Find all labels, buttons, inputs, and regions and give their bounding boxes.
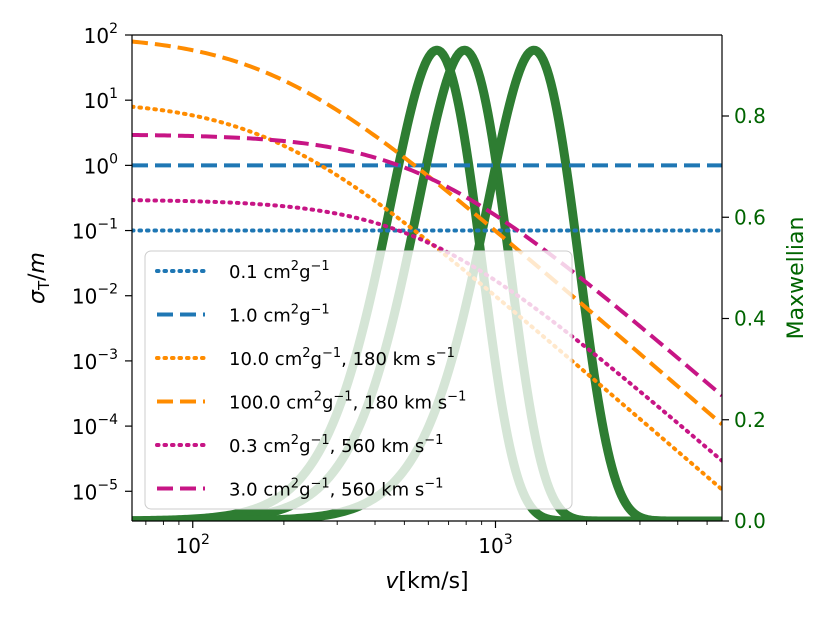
axes	[131, 34, 723, 522]
cross-section-curves	[132, 39, 722, 492]
y-left-tick-label-5: 10−2	[72, 282, 118, 309]
y-left-tick-label-3: 100	[84, 151, 118, 178]
series-line-6	[132, 132, 722, 398]
x-tick-label-2: 103	[478, 532, 512, 558]
legend: 0.1 cm2g−1 1.0 cm2g−1 10.0 cm2g−1, 180 km …	[144, 250, 573, 510]
x-tick-label-1: 102	[176, 532, 210, 558]
ticks: 102 103 102 101 100 10−1 10−2 10−3 10−4 10−5 0.0 0.…	[72, 21, 766, 558]
y-right-tick-label-4: 0.6	[734, 205, 766, 229]
legend-box	[144, 250, 573, 510]
y-left-tick-label-2: 101	[84, 86, 118, 113]
y-right-tick-label-5: 0.8	[734, 104, 766, 128]
y-right-tick-label-1: 0.0	[734, 509, 766, 533]
legend-label-2: 1.0 cm2g−1	[229, 303, 330, 327]
y-left-tick-label-7: 10−4	[72, 412, 118, 439]
y-left-tick-label-8: 10−5	[72, 477, 118, 504]
y-left-tick-label-6: 10−3	[72, 347, 118, 374]
y-axis-label-left: σT/m	[25, 252, 53, 304]
y-right-tick-label-2: 0.2	[734, 408, 766, 432]
legend-label-1: 0.1 cm2g−1	[229, 259, 330, 283]
y-right-tick-label-3: 0.4	[734, 307, 766, 331]
series-line-5	[132, 198, 722, 463]
x-axis-label: v[km/s]	[385, 569, 468, 594]
y-left-tick-label-4: 10−1	[72, 217, 118, 244]
axis-labels: v[km/s] σT/m Maxwellian	[25, 217, 809, 594]
y-axis-label-right: Maxwellian	[784, 217, 809, 340]
legend-label-4: 100.0 cm2g−1, 180 km s−1	[229, 390, 466, 414]
legend-label-3: 10.0 cm2g−1, 180 km s−1	[229, 346, 455, 370]
legend-label-6: 3.0 cm2g−1, 560 km s−1	[229, 477, 443, 501]
y-left-tick-label-1: 102	[84, 21, 118, 48]
legend-label-5: 0.3 cm2g−1, 560 km s−1	[229, 433, 443, 457]
